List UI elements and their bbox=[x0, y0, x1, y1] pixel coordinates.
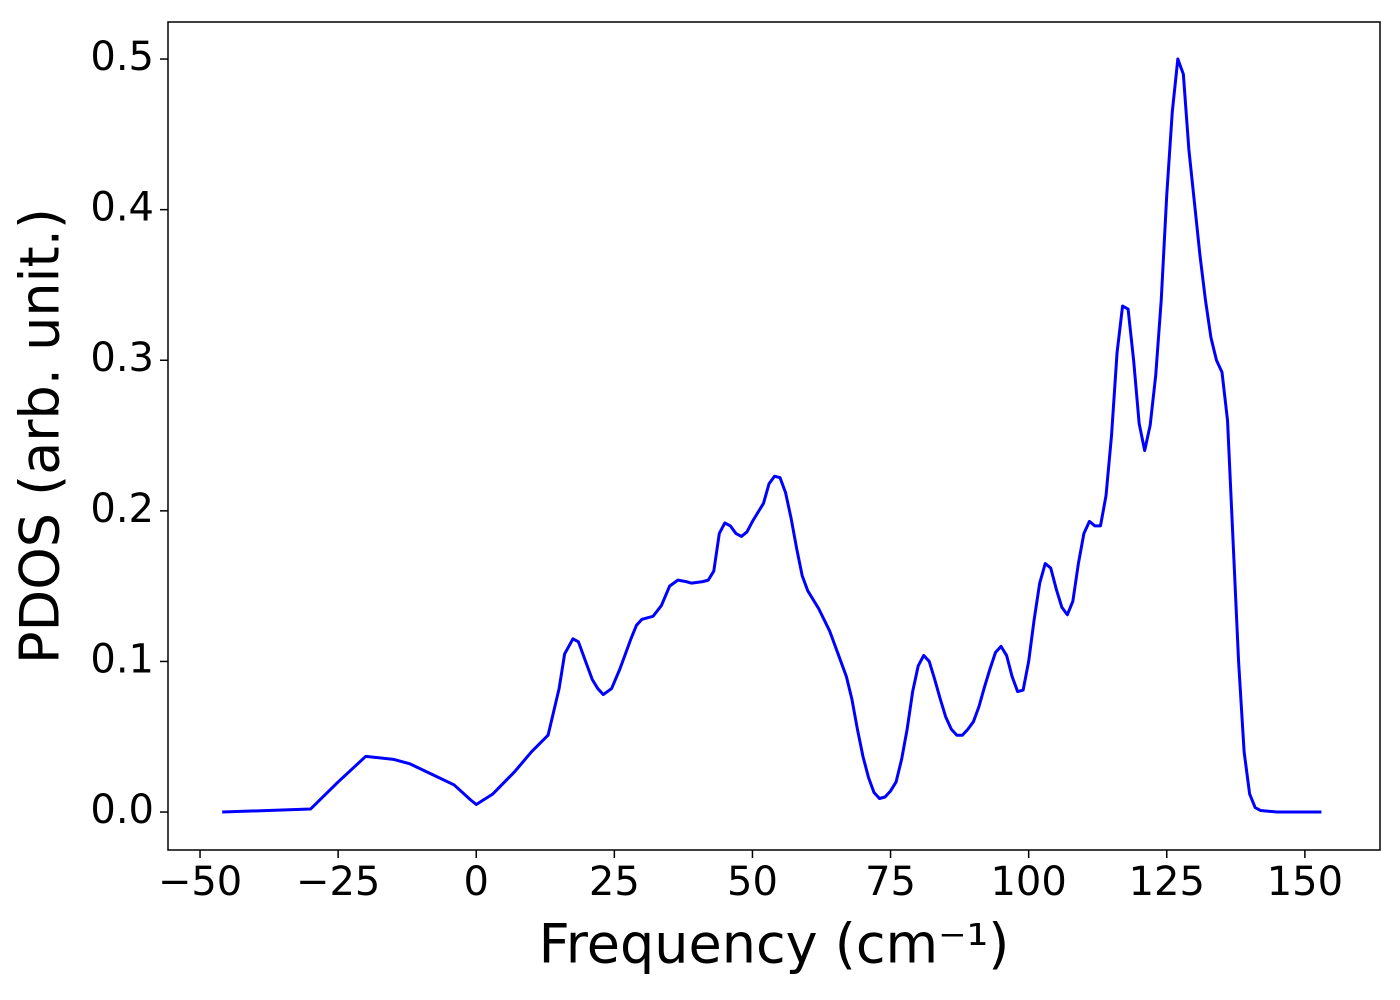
y-tick-label: 0.5 bbox=[90, 34, 154, 80]
data-line bbox=[222, 57, 1322, 814]
x-axis-label: Frequency (cm⁻¹) bbox=[539, 913, 1010, 976]
y-axis-label: PDOS (arb. unit.) bbox=[9, 208, 72, 664]
plot-frame bbox=[167, 21, 1381, 851]
y-tick-label: 0.0 bbox=[90, 787, 154, 833]
x-tick-label: 50 bbox=[727, 859, 778, 905]
x-tick-label: 100 bbox=[990, 859, 1066, 905]
x-tick-label: 125 bbox=[1129, 859, 1205, 905]
y-tick-label: 0.1 bbox=[90, 636, 154, 682]
y-tick-label: 0.3 bbox=[90, 335, 154, 381]
x-tick-label: 75 bbox=[865, 859, 916, 905]
x-tick-label: 25 bbox=[589, 859, 640, 905]
x-tick-label: 0 bbox=[464, 859, 489, 905]
y-tick-label: 0.4 bbox=[90, 185, 154, 231]
x-tick-label: −25 bbox=[296, 859, 380, 905]
y-tick-label: 0.2 bbox=[90, 486, 154, 532]
x-tick-label: 150 bbox=[1267, 859, 1343, 905]
x-tick-label: −50 bbox=[158, 859, 242, 905]
